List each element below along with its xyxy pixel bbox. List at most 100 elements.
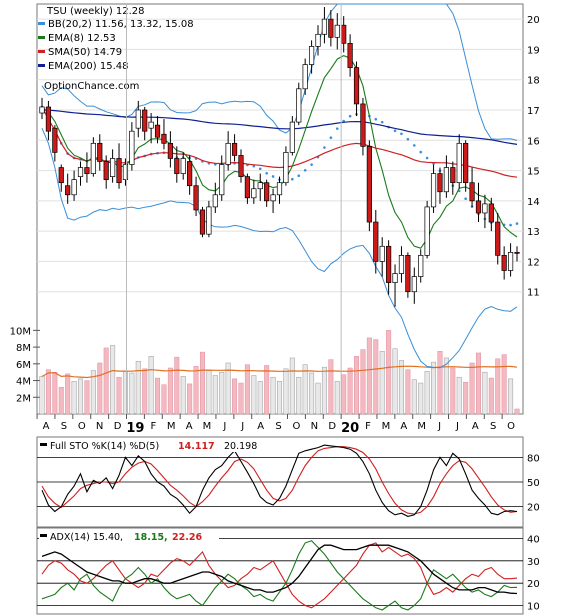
price-axis-ticks: 11 12 13 14 15 16 17 18 19 20 [527, 15, 540, 299]
volume-tick-label: 4M [16, 377, 31, 388]
candle-body [39, 106, 45, 114]
bollinger-middle-dot [509, 223, 512, 227]
time-year-label: 19 [126, 421, 144, 436]
bollinger-middle-dot [412, 144, 416, 147]
candle-body [187, 161, 193, 187]
time-month-label: M [417, 421, 426, 432]
volume-bar [508, 378, 514, 415]
time-month-label: O [507, 421, 515, 432]
volume-bar [450, 367, 456, 415]
candle-body [161, 133, 167, 144]
candle-body [116, 158, 122, 184]
time-month-label: D [114, 421, 122, 432]
volume-bar [315, 382, 321, 415]
candle-body [450, 167, 456, 184]
time-month-label: J [455, 421, 459, 432]
bollinger-middle-dot [271, 175, 275, 178]
volume-bar [45, 369, 51, 415]
candle-body [482, 203, 488, 214]
candle-body [238, 155, 244, 177]
time-month-label: A [472, 421, 479, 432]
bollinger-middle-dot [297, 174, 301, 178]
candle-body [488, 203, 494, 223]
legend-swatch-ema200 [38, 64, 45, 67]
bollinger-middle-dot [400, 132, 403, 136]
candle-body [110, 158, 116, 177]
bollinger-middle-dot [515, 222, 519, 225]
bollinger-middle-dot [348, 114, 352, 118]
bollinger-middle-dot [265, 171, 268, 175]
candle-body [264, 182, 270, 202]
candle-body [154, 124, 161, 138]
adx-plus-di-value: 18.15, [134, 532, 168, 543]
candle-body [270, 194, 276, 202]
time-month-label: A [43, 421, 50, 432]
volume-bar [501, 354, 507, 415]
price-tick-label: 18 [527, 76, 540, 87]
candle-body [308, 46, 315, 65]
bollinger-middle-dot [393, 129, 397, 133]
volume-bar [264, 365, 270, 415]
stochastic-label: Full STO %K(14) %D(5) [50, 441, 159, 452]
time-month-label: S [275, 421, 281, 432]
volume-bar [116, 376, 122, 415]
volume-tick-label: 2M [16, 393, 31, 404]
bollinger-middle-dot [291, 177, 294, 181]
candle-body [167, 142, 173, 159]
candle-body [475, 200, 482, 214]
volume-bar [482, 371, 488, 415]
volume-bar [334, 381, 340, 415]
candle-body [405, 255, 411, 293]
volume-bar [469, 362, 475, 415]
bollinger-middle-dot [323, 146, 326, 149]
price-tick-label: 13 [527, 227, 540, 238]
adx-axis-ticks: 10 20 30 40 [527, 534, 540, 612]
legend-swatch-bb [38, 22, 45, 25]
candle-body [392, 273, 398, 283]
price-gridlines [37, 18, 523, 293]
volume-bar [443, 357, 449, 415]
time-month-label: A [257, 421, 264, 432]
candle-body [219, 164, 225, 196]
volume-bar [360, 349, 366, 415]
candle-body [289, 121, 295, 153]
candle-body [334, 24, 340, 38]
adx-legend-bg [39, 530, 219, 543]
volume-bar [71, 381, 77, 415]
candle-body [507, 251, 514, 271]
volume-bar [392, 348, 398, 415]
candle-body [353, 67, 360, 105]
candle-body [97, 142, 103, 162]
bollinger-middle-dot [310, 163, 313, 166]
time-month-label: M [203, 421, 212, 432]
bollinger-middle-dot [419, 150, 423, 154]
candle-body [469, 182, 475, 202]
volume-bar [296, 376, 302, 415]
candle-body [199, 209, 206, 235]
stochastic-tick-label: 50 [527, 478, 540, 489]
volume-bar [347, 367, 353, 415]
stochastic-legend-bg [39, 439, 261, 452]
candle-body [456, 142, 462, 184]
volume-bar [52, 371, 58, 415]
stochastic-tick-label: 20 [527, 503, 540, 514]
volume-bar [309, 372, 315, 415]
volume-bar [232, 378, 238, 415]
candle-body [386, 245, 392, 283]
candle-body [84, 167, 90, 174]
time-month-label: J [437, 421, 441, 432]
ema200-line [41, 109, 518, 145]
legend-label-ema8: EMA(8) 12.53 [48, 33, 116, 44]
candle-body [501, 255, 507, 271]
candle-body [430, 173, 437, 208]
adx-legend-swatch [40, 534, 47, 537]
candle-body [379, 245, 385, 262]
legend-label-ema200: EMA(200) 15.48 [48, 61, 128, 72]
time-month-label: O [293, 421, 301, 432]
volume-bar [244, 364, 250, 415]
candle-body [296, 88, 302, 123]
volume-bar [90, 370, 96, 415]
bollinger-middle-dot [329, 136, 333, 140]
time-month-label: J [240, 421, 244, 432]
